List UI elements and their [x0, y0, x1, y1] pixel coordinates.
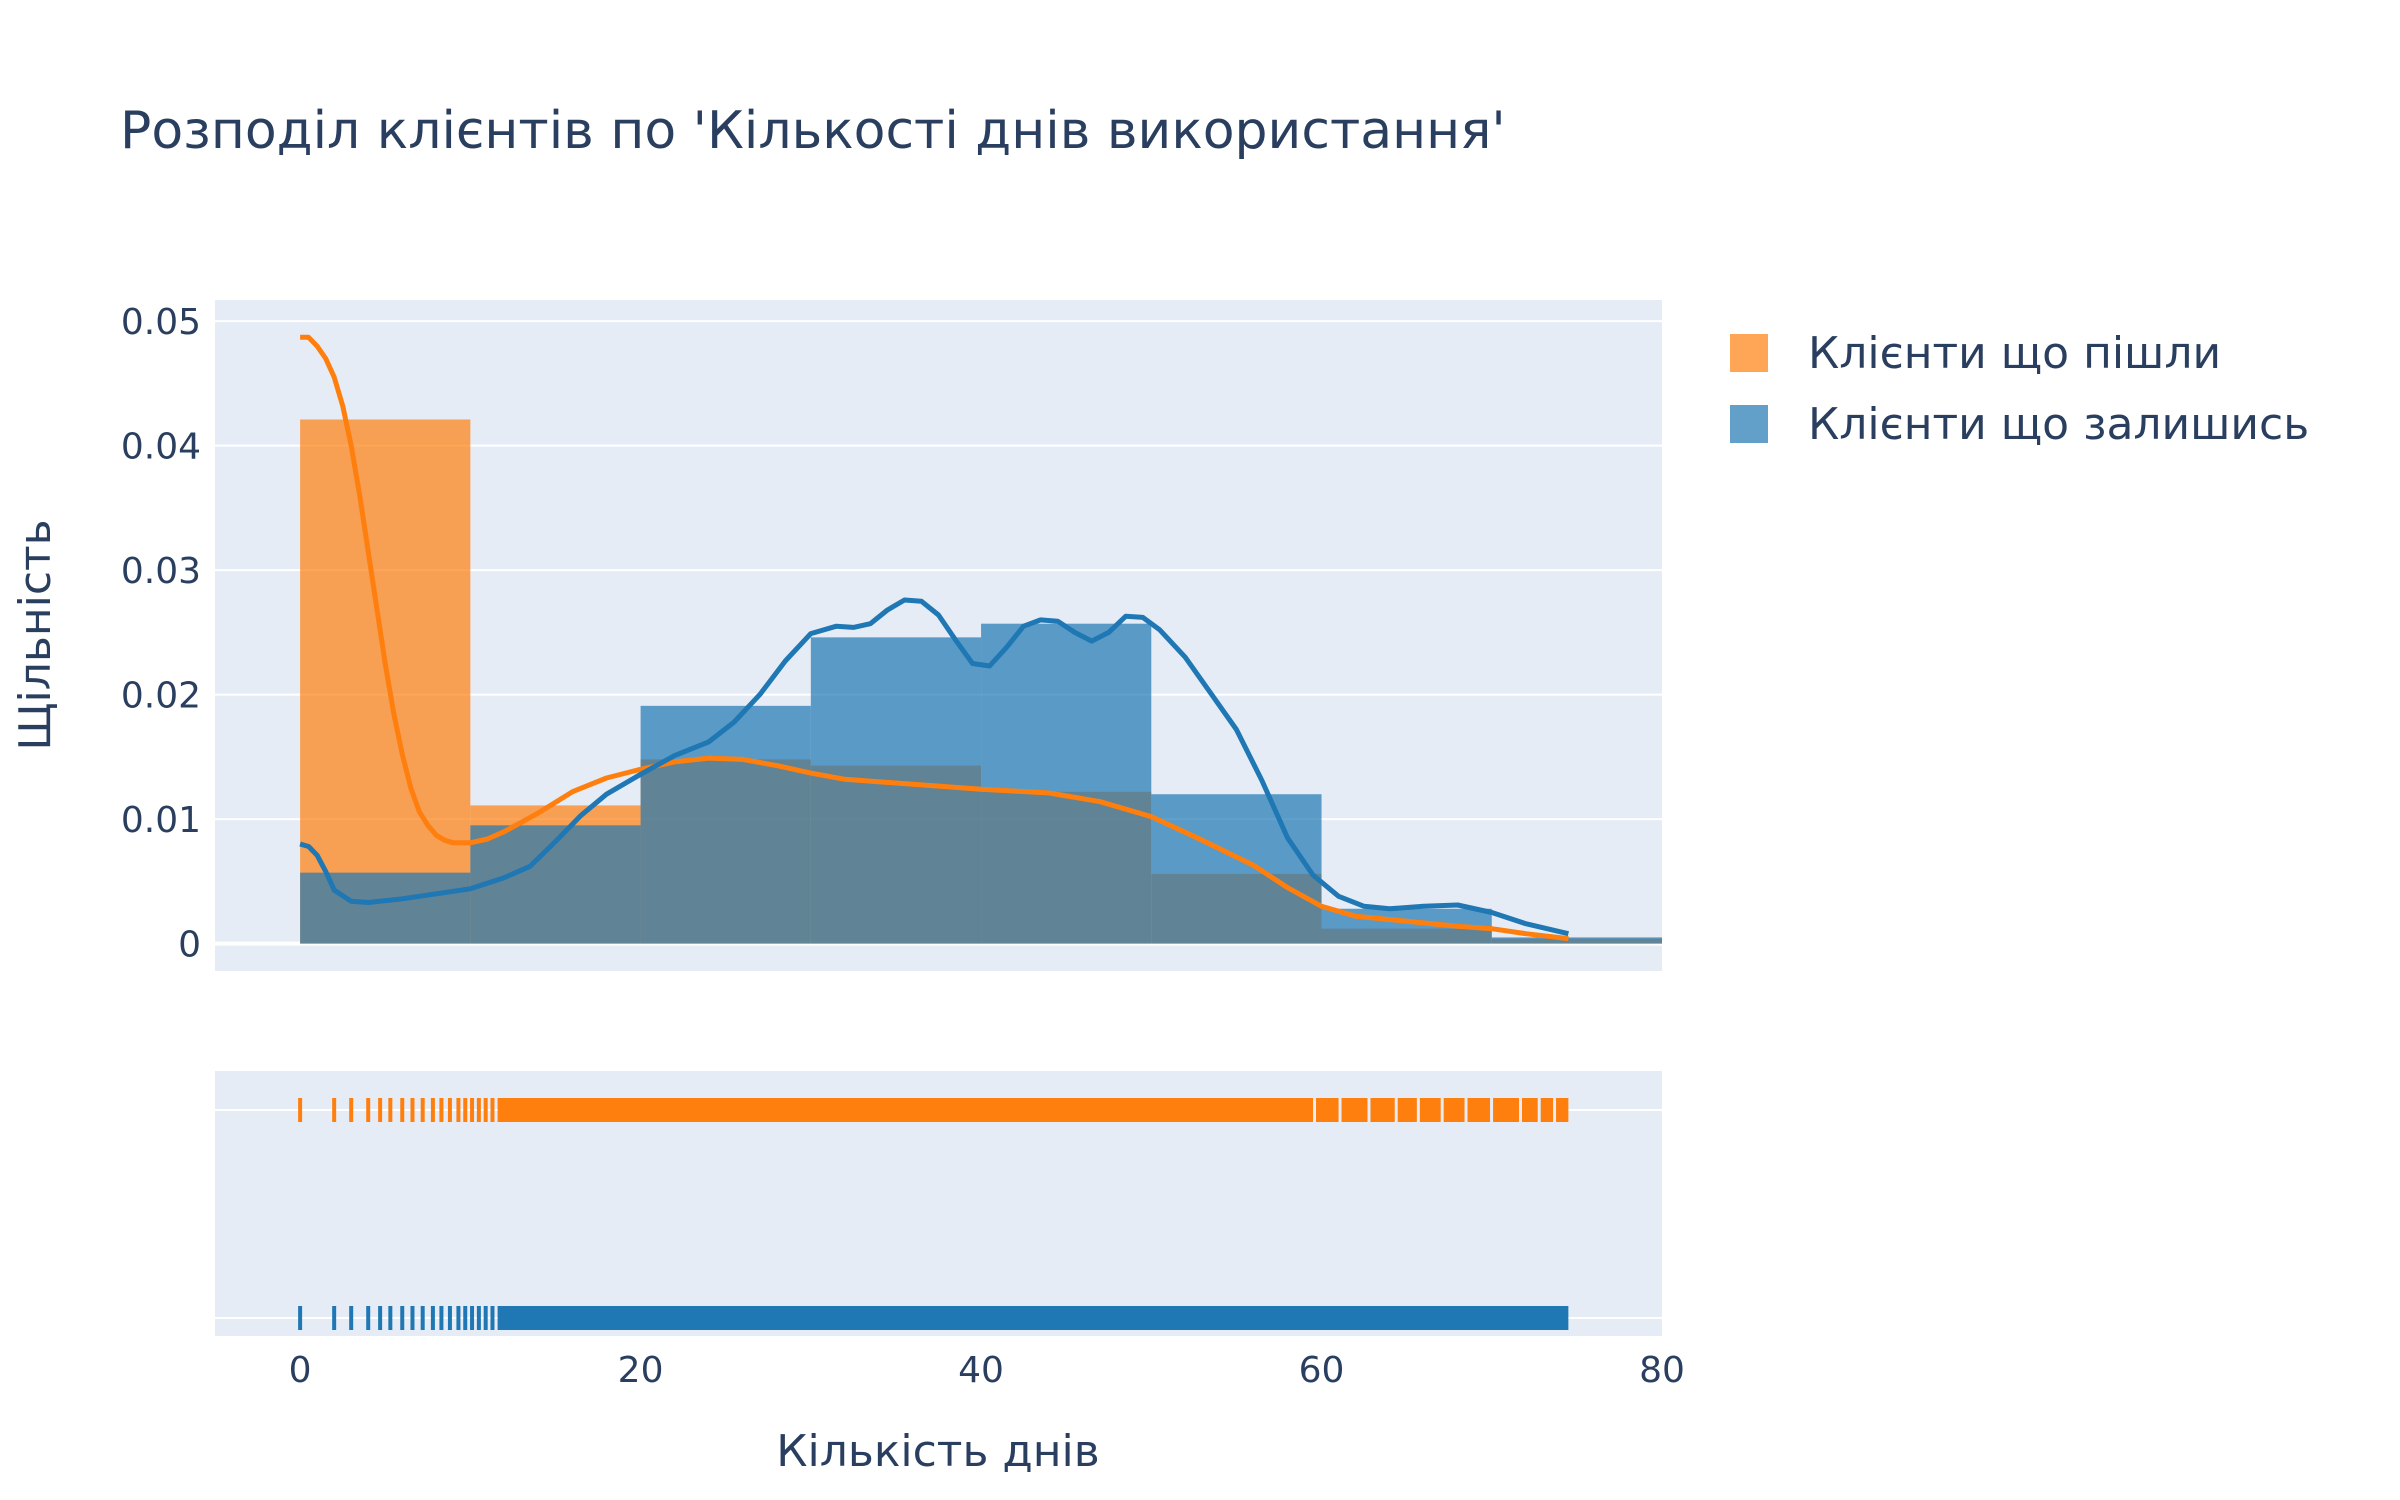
x-tick-label: 20	[618, 1350, 664, 1391]
rug-mark	[476, 1098, 481, 1122]
rug-gap	[1440, 1098, 1444, 1122]
chart-title: Розподіл клієнтів по 'Кількості днів вик…	[120, 101, 1506, 161]
histogram-bar	[640, 705, 811, 944]
rug-mark	[430, 1098, 435, 1122]
rug-mark	[410, 1306, 415, 1330]
rug-mark	[366, 1098, 371, 1122]
rug-mark	[470, 1306, 475, 1330]
rug-mark	[332, 1306, 337, 1330]
rug-mark	[378, 1098, 383, 1122]
rug-mark	[410, 1098, 415, 1122]
rug-mark	[388, 1098, 393, 1122]
rug-mark	[388, 1306, 393, 1330]
y-tick-label: 0.03	[121, 551, 201, 592]
x-axis-title: Кількість днів	[776, 1426, 1099, 1477]
rug-gap	[1313, 1098, 1317, 1122]
legend-item-retained[interactable]: Клієнти що залишись	[1730, 399, 2309, 450]
histogram-bar	[1151, 794, 1322, 944]
rug-mark	[349, 1098, 354, 1122]
rug-mark	[470, 1098, 475, 1122]
histogram-bar	[300, 419, 471, 944]
rug-mark	[298, 1306, 303, 1330]
histogram-bar	[1491, 937, 1662, 944]
rug-gap	[1519, 1098, 1523, 1122]
density-curve	[299, 597, 1569, 937]
rug-mark	[447, 1098, 452, 1122]
rug-marks	[298, 1098, 1569, 1330]
density-curves	[299, 334, 1569, 942]
rug-mark	[298, 1098, 303, 1122]
rug-mark	[400, 1098, 405, 1122]
rug-gap	[1338, 1098, 1342, 1122]
rug-mark	[476, 1306, 481, 1330]
rug-band	[497, 1306, 1569, 1330]
histogram-series-retained	[300, 623, 1662, 944]
rug-mark	[463, 1098, 468, 1122]
legend-item-churned[interactable]: Клієнти що пішли	[1730, 328, 2221, 379]
histogram-bar	[981, 623, 1152, 944]
legend-label-retained: Клієнти що залишись	[1808, 399, 2309, 450]
x-tick-label: 60	[1299, 1350, 1345, 1391]
rug-mark	[463, 1306, 468, 1330]
rug-mark	[456, 1306, 461, 1330]
rug-mark	[490, 1098, 495, 1122]
rug-gap	[1537, 1098, 1541, 1122]
rug-mark	[420, 1098, 425, 1122]
histogram-bar	[300, 872, 471, 944]
rug-mark	[483, 1098, 488, 1122]
rug-mark	[332, 1098, 337, 1122]
rug-mark	[400, 1306, 405, 1330]
rug-gap	[1416, 1098, 1420, 1122]
rug-mark	[420, 1306, 425, 1330]
legend: Клієнти що пішли Клієнти що залишись	[1730, 328, 2309, 450]
legend-label-churned: Клієнти що пішли	[1808, 328, 2221, 379]
rug-mark	[490, 1306, 495, 1330]
x-tick-labels: 0 20 40 60 80	[289, 1350, 1685, 1391]
y-tick-labels: 0 0.01 0.02 0.03 0.04 0.05	[121, 302, 201, 965]
density-curve	[300, 334, 1569, 942]
y-tick-label: 0.05	[121, 302, 201, 343]
rug-mark	[366, 1306, 371, 1330]
x-tick-label: 0	[289, 1350, 312, 1391]
y-tick-label: 0	[178, 925, 201, 966]
x-tick-label: 80	[1639, 1350, 1685, 1391]
rug-band	[497, 1098, 1569, 1122]
histogram-bar	[470, 825, 641, 944]
y-tick-label: 0.02	[121, 676, 201, 717]
y-tick-label: 0.04	[121, 427, 201, 468]
rug-mark	[447, 1306, 452, 1330]
histogram-bar	[810, 637, 982, 944]
rug-mark	[430, 1306, 435, 1330]
rug-mark	[349, 1306, 354, 1330]
legend-swatch-retained	[1730, 405, 1768, 443]
y-axis-title: Щільність	[10, 519, 61, 750]
rug-gap	[1464, 1098, 1468, 1122]
rug-mark	[439, 1098, 444, 1122]
rug-mark	[378, 1306, 383, 1330]
rug-mark	[439, 1306, 444, 1330]
rug-gap	[1490, 1098, 1494, 1122]
x-tick-label: 40	[958, 1350, 1004, 1391]
rug-gap	[1394, 1098, 1398, 1122]
rug-mark	[456, 1098, 461, 1122]
rug-mark	[483, 1306, 488, 1330]
rug-gap	[1367, 1098, 1371, 1122]
y-tick-label: 0.01	[121, 800, 201, 841]
rug-gap	[1553, 1098, 1557, 1122]
legend-swatch-churned	[1730, 334, 1768, 372]
